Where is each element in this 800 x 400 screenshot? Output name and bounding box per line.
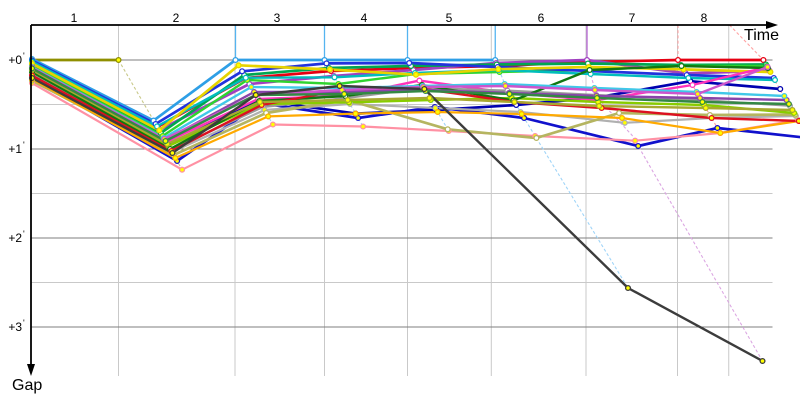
svg-text:+1: +1 (8, 142, 22, 156)
svg-text:Gap: Gap (12, 377, 42, 394)
svg-text:3: 3 (274, 11, 281, 25)
svg-text:+2: +2 (8, 231, 22, 245)
svg-text:1: 1 (71, 11, 78, 25)
svg-text:Time: Time (744, 27, 779, 44)
svg-text:4: 4 (361, 11, 368, 25)
svg-text:7: 7 (629, 11, 636, 25)
svg-text:': ' (23, 51, 25, 61)
svg-text:8: 8 (701, 11, 708, 25)
svg-text:2: 2 (173, 11, 180, 25)
svg-text:+3: +3 (8, 320, 22, 334)
svg-text:+0: +0 (8, 53, 22, 67)
svg-text:': ' (23, 140, 25, 150)
svg-text:': ' (23, 318, 25, 328)
svg-text:5: 5 (446, 11, 453, 25)
svg-text:6: 6 (538, 11, 545, 25)
svg-text:': ' (23, 229, 25, 239)
